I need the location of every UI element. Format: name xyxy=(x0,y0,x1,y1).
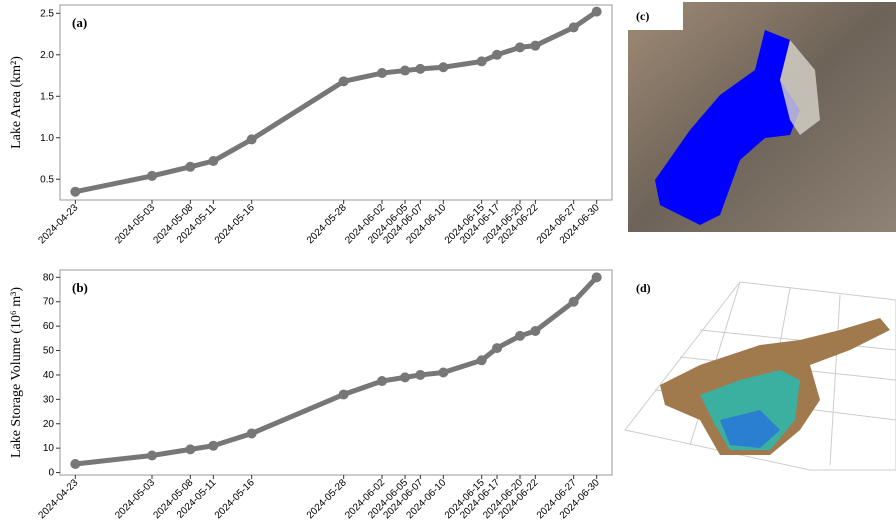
data-point xyxy=(377,376,387,387)
y-tick-label: 1.0 xyxy=(40,133,54,144)
panel-label: (b) xyxy=(72,280,88,295)
data-point xyxy=(530,326,541,337)
data-point xyxy=(438,62,449,73)
y-tick-label: 70 xyxy=(43,297,55,308)
satellite-image xyxy=(628,2,896,232)
panel-label: (c) xyxy=(636,9,649,23)
y-tick-label: 2.0 xyxy=(40,50,54,61)
data-point xyxy=(246,428,257,439)
y-tick-label: 0 xyxy=(48,468,54,479)
data-point xyxy=(208,440,219,451)
data-point xyxy=(591,6,602,17)
panel-label: (a) xyxy=(72,15,87,30)
x-tick-label: 2024-05-03 xyxy=(113,202,157,246)
data-point xyxy=(492,49,502,60)
data-point xyxy=(400,372,410,383)
data-line xyxy=(75,275,599,467)
data-point xyxy=(70,186,81,197)
data-point xyxy=(147,170,157,181)
y-axis-label: Lake Storage Volume (10⁶ m³) xyxy=(9,287,24,458)
data-point xyxy=(246,134,257,145)
data-point xyxy=(400,65,410,76)
plot-frame xyxy=(59,4,613,201)
y-tick-label: 50 xyxy=(43,346,55,357)
data-point xyxy=(438,367,449,378)
data-point xyxy=(185,444,196,455)
terrain-model xyxy=(624,281,896,471)
data-point xyxy=(476,355,487,366)
data-point xyxy=(591,272,602,283)
data-point xyxy=(185,161,196,172)
y-tick-label: 40 xyxy=(43,370,55,381)
x-tick-label: 2024-05-28 xyxy=(305,202,349,246)
y-tick-label: 30 xyxy=(43,394,55,405)
data-line xyxy=(74,9,599,195)
data-point xyxy=(377,68,387,79)
y-tick-label: 1.5 xyxy=(40,91,54,102)
data-point xyxy=(70,459,81,470)
x-tick-label: 2024-05-28 xyxy=(305,477,349,521)
data-point xyxy=(147,450,157,461)
y-tick-label: 2.5 xyxy=(40,8,54,19)
y-tick-label: 60 xyxy=(43,321,55,332)
x-tick-label: 2024-05-16 xyxy=(213,477,257,521)
data-point xyxy=(338,76,349,87)
y-tick-label: 20 xyxy=(43,419,55,430)
y-tick-label: 0.5 xyxy=(40,174,54,185)
x-tick-label: 2024-04-23 xyxy=(37,202,81,246)
data-point xyxy=(338,389,349,400)
x-tick-label: 2024-05-03 xyxy=(113,477,157,521)
data-point xyxy=(208,156,219,166)
data-point xyxy=(476,56,487,67)
y-tick-label: 80 xyxy=(43,272,55,283)
x-tick-label: 2024-05-16 xyxy=(213,202,257,246)
x-tick-label: 2024-04-23 xyxy=(37,477,81,521)
y-axis-label: Lake Area (km²) xyxy=(9,56,24,149)
plot-frame xyxy=(59,269,613,476)
data-point xyxy=(568,22,579,33)
data-point xyxy=(530,40,541,51)
data-point xyxy=(568,296,579,307)
y-tick-label: 10 xyxy=(43,443,55,454)
data-point xyxy=(492,343,502,354)
data-point xyxy=(515,42,525,53)
data-point xyxy=(415,369,426,380)
panel-label: (d) xyxy=(636,281,651,295)
data-point xyxy=(515,330,525,341)
data-point xyxy=(415,63,426,74)
